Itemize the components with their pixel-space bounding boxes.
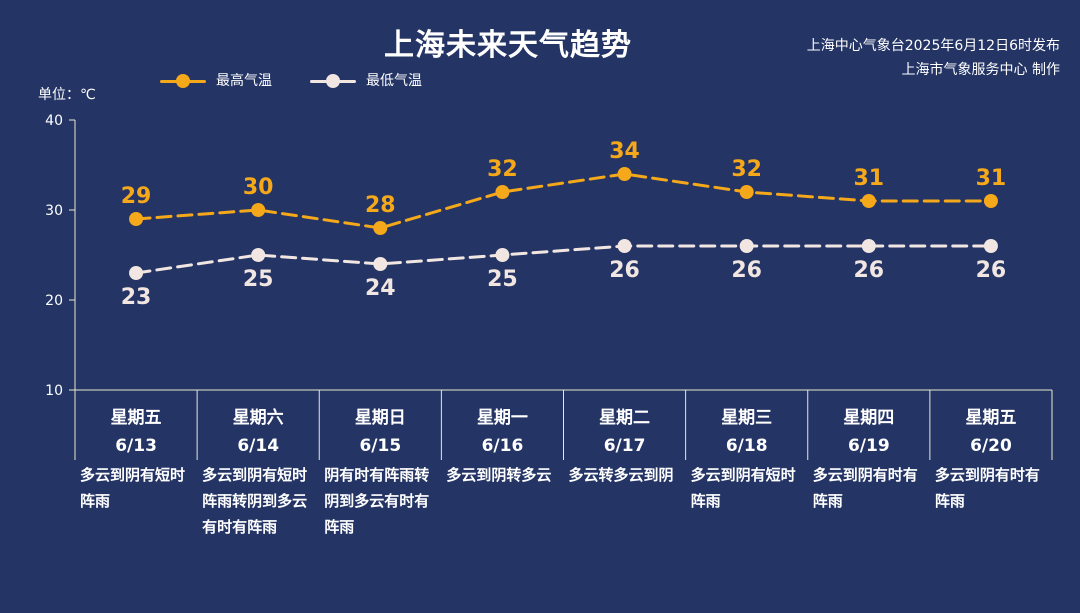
point-high [251,203,266,217]
series-line-low [134,244,993,275]
unit-label: 单位：℃ [38,87,96,103]
point-high [617,167,632,181]
x-category-date: 6/19 [848,436,890,456]
x-category-date: 6/17 [604,436,646,456]
legend-label-low: 最低气温 [366,73,422,89]
data-label-high: 30 [243,175,274,200]
weather-description: 多云到阴有时有阵雨 [812,466,918,510]
legend-marker-high [176,74,190,88]
chart-title: 上海未来天气趋势 [384,28,632,63]
y-tick-label: 20 [45,293,63,309]
data-label-high: 28 [365,193,396,218]
point-high [129,212,144,226]
point-low [373,257,388,271]
point-low [739,239,754,253]
series-line-high [134,172,993,230]
point-low [251,248,266,262]
data-label-high: 29 [121,184,152,209]
point-high [983,194,998,208]
point-low [129,266,144,280]
data-label-low: 25 [243,267,274,292]
weather-description: 多云到阴有短时阵雨 [690,466,796,510]
data-label-low: 26 [731,258,762,283]
y-tick-label: 30 [45,203,63,219]
point-low [617,239,632,253]
data-label-high: 31 [854,166,885,191]
data-label-low: 25 [487,267,518,292]
data-label-low: 23 [121,285,152,310]
point-high [739,185,754,199]
x-category-date: 6/13 [115,436,157,456]
x-category-day: 星期五 [111,408,162,428]
point-high [373,221,388,235]
point-low [861,239,876,253]
weather-description: 阴有时有阵雨转阴到多云有时有阵雨 [324,466,430,536]
point-high [495,185,510,199]
weather-description: 多云到阴转多云 [446,466,552,484]
x-category-date: 6/14 [237,436,279,456]
publisher-line-2: 上海市气象服务中心 制作 [901,62,1060,78]
y-tick-label: 10 [45,383,63,399]
x-category-day: 星期四 [843,408,894,428]
data-label-high: 31 [976,166,1007,191]
weather-description: 多云到阴有时有阵雨 [934,466,1040,510]
x-category-day: 星期五 [965,408,1016,428]
x-category-date: 6/15 [359,436,401,456]
x-category-day: 星期三 [721,408,772,428]
data-label-low: 26 [609,258,640,283]
data-label-high: 32 [487,157,518,182]
x-category-date: 6/18 [726,436,768,456]
publisher-line-1: 上海中心气象台2025年6月12日6时发布 [806,38,1060,54]
weather-description: 多云转多云到阴 [568,466,674,484]
legend-marker-low [326,74,340,88]
data-label-high: 32 [731,157,762,182]
data-label-low: 24 [365,276,396,301]
x-category-date: 6/16 [482,436,524,456]
point-high [861,194,876,208]
x-category-date: 6/20 [970,436,1012,456]
x-category-day: 星期日 [355,408,406,428]
legend-label-high: 最高气温 [216,73,272,89]
x-category-day: 星期一 [477,408,528,428]
publisher-info: 上海中心气象台2025年6月12日6时发布 上海市气象服务中心 制作 [807,34,1060,82]
weather-description: 多云到阴有短时阵雨转阴到多云有时有阵雨 [202,466,308,536]
weather-description: 多云到阴有短时阵雨 [80,466,186,510]
data-label-high: 34 [609,139,640,164]
point-low [495,248,510,262]
data-label-low: 26 [854,258,885,283]
x-category-day: 星期六 [233,407,284,428]
x-category-day: 星期二 [599,408,650,428]
y-tick-label: 40 [45,113,63,129]
point-low [983,239,998,253]
data-label-low: 26 [976,258,1007,283]
